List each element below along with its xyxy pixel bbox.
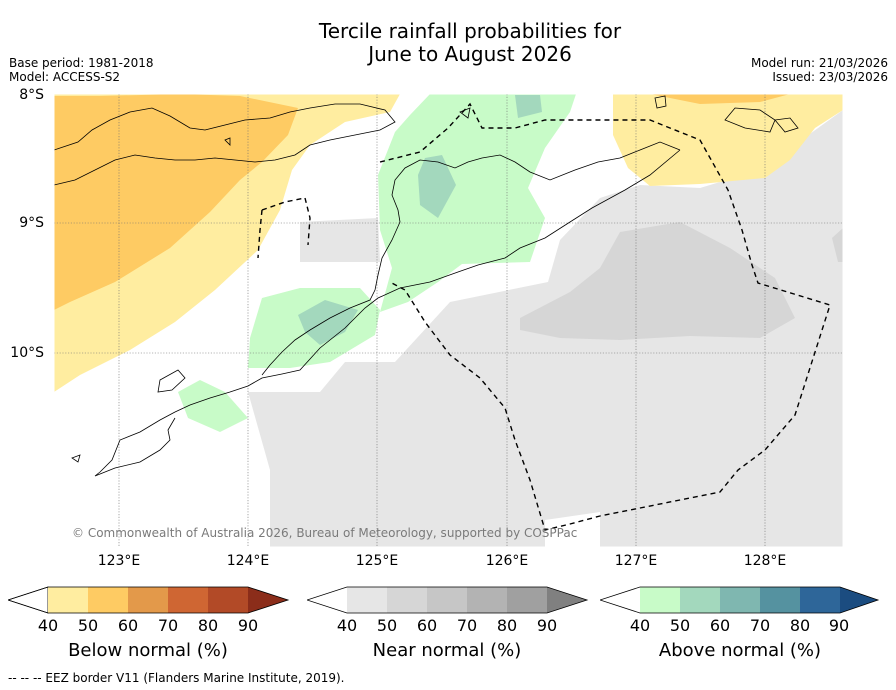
- below-cbar-high-arrow: [248, 587, 288, 613]
- below-tick-90: 90: [237, 616, 259, 635]
- above-cbar-low-arrow: [600, 587, 640, 613]
- copyright-text: © Commonwealth of Australia 2026, Bureau…: [72, 526, 578, 540]
- below-normal-60-region: [54, 94, 298, 310]
- below-tick-80: 80: [197, 616, 219, 635]
- coastlines: [54, 95, 799, 477]
- above-cbar-60: [680, 587, 720, 613]
- above-normal-50-north: [378, 94, 576, 312]
- near-normal-60-edge: [832, 228, 843, 262]
- lat-label-10s: 10°S: [10, 345, 44, 361]
- above-normal-title: Above normal (%): [658, 640, 822, 661]
- base-period-text: Base period: 1981-2018: [9, 56, 154, 70]
- timor-coastline: [94, 141, 681, 477]
- below-tick-70: 70: [157, 616, 179, 635]
- near-tick-90: 90: [536, 616, 558, 635]
- lon-label-124e: 124°E: [226, 553, 270, 569]
- above-normal-50-south: [178, 380, 248, 432]
- below-tick-40: 40: [37, 616, 59, 635]
- near-tick-40: 40: [336, 616, 358, 635]
- above-tick-80: 80: [789, 616, 811, 635]
- title-line-1: Tercile rainfall probabilities for: [318, 19, 622, 43]
- below-cbar-70: [128, 587, 168, 613]
- near-cbar-high-arrow: [547, 587, 587, 613]
- below-normal-title: Below normal (%): [68, 640, 228, 661]
- lat-label-9s: 9°S: [19, 215, 44, 231]
- meta-left: Base period: 1981-2018 Model: ACCESS-S2: [9, 56, 154, 84]
- below-cbar-low-arrow: [8, 586, 49, 614]
- above-cbar-80: [760, 587, 800, 613]
- near-cbar-80: [467, 587, 507, 613]
- lon-label-123e: 123°E: [97, 553, 141, 569]
- near-normal-colorbar: [307, 586, 589, 614]
- below-normal-50-east: [613, 94, 843, 186]
- eez-border: [257, 102, 831, 531]
- above-cbar-70: [720, 587, 760, 613]
- lat-label-8s: 8°S: [19, 87, 44, 103]
- near-cbar-low-arrow: [307, 587, 347, 613]
- above-normal-60-patch-1: [515, 95, 542, 118]
- near-cbar-50: [347, 587, 387, 613]
- above-tick-40: 40: [629, 616, 651, 635]
- above-cbar-90: [800, 587, 840, 613]
- below-tick-60: 60: [117, 616, 139, 635]
- meta-right: Model run: 21/03/2026 Issued: 23/03/2026: [751, 56, 888, 84]
- near-normal-60-region: [520, 222, 795, 340]
- near-normal-50-patch: [300, 218, 380, 262]
- near-tick-60: 60: [416, 616, 438, 635]
- above-normal-60-patch-2: [418, 155, 456, 218]
- near-tick-80: 80: [496, 616, 518, 635]
- near-tick-50: 50: [376, 616, 398, 635]
- model-run-text: Model run: 21/03/2026: [750, 56, 888, 70]
- near-cbar-60: [387, 587, 427, 613]
- above-cbar-high-arrow: [840, 587, 878, 613]
- near-cbar-90: [507, 587, 547, 613]
- below-cbar-50: [48, 587, 88, 613]
- map-fields: [54, 94, 843, 547]
- chart-title: Tercile rainfall probabilities for June …: [0, 20, 896, 66]
- above-tick-50: 50: [669, 616, 691, 635]
- near-cbar-70: [427, 587, 467, 613]
- above-tick-60: 60: [709, 616, 731, 635]
- flores-coastline: [54, 103, 396, 186]
- above-normal-colorbar: [600, 586, 880, 614]
- above-cbar-50: [640, 587, 680, 613]
- lon-label-128e: 128°E: [743, 553, 787, 569]
- below-cbar-60: [88, 587, 128, 613]
- model-text: Model: ACCESS-S2: [9, 70, 121, 84]
- lon-label-126e: 126°E: [485, 553, 529, 569]
- below-normal-colorbar: [8, 586, 290, 614]
- above-tick-90: 90: [828, 616, 850, 635]
- lon-label-125e: 125°E: [355, 553, 399, 569]
- lon-label-127e: 127°E: [614, 553, 658, 569]
- below-cbar-90: [208, 587, 248, 613]
- below-normal-60-east: [650, 94, 790, 104]
- below-cbar-80: [168, 587, 208, 613]
- sumba-coastline: [71, 369, 186, 463]
- above-tick-70: 70: [749, 616, 771, 635]
- wetar-coastline: [724, 107, 799, 133]
- title-line-2: June to August 2026: [368, 42, 572, 66]
- below-tick-50: 50: [77, 616, 99, 635]
- eez-footnote: -- -- -- EEZ border V11 (Flanders Marine…: [8, 671, 345, 685]
- near-normal-title: Near normal (%): [372, 640, 522, 661]
- near-tick-70: 70: [456, 616, 478, 635]
- issued-text: Issued: 23/03/2026: [772, 70, 888, 84]
